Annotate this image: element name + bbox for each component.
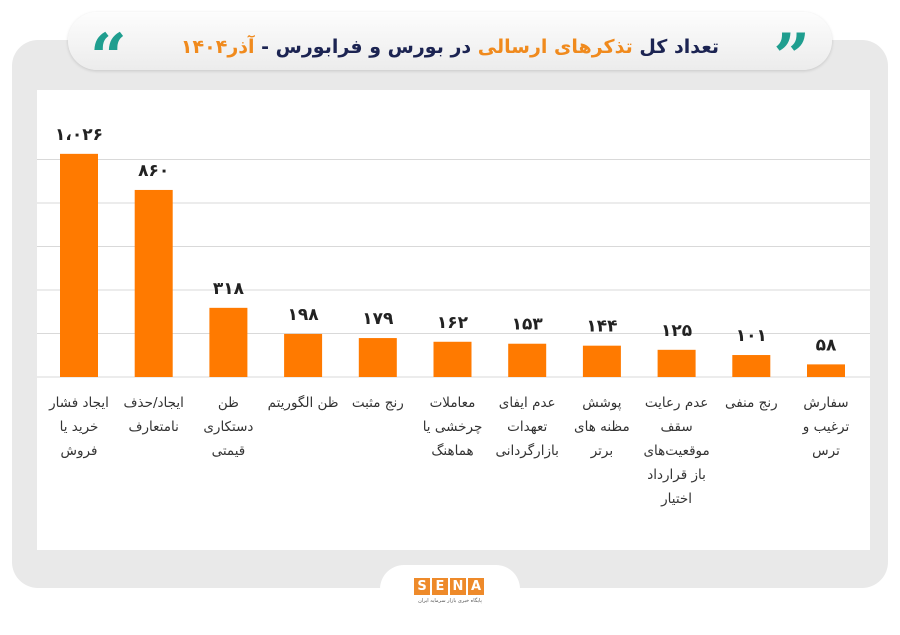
data-label: ۱،۰۲۶ [55,125,103,145]
bar-chart: ۱،۰۲۶ ایجاد فشار خرید یا فروش ۸۶۰ ایجاد/حذف نا… [37,125,870,507]
category-label: رنج منفی [725,395,778,411]
bar [358,338,397,377]
bar [284,333,323,377]
data-label: ۱۶۲ [437,313,469,333]
category-label: ظن الگوریتم [268,394,339,411]
title-text-2: در بورس و فرابورس - [254,36,478,58]
chart-title: تعداد کل تذکرهای ارسالی در بورس و فرابور… [68,36,832,58]
category-label: عدم رعایت سقف موقعیت‌های باز قرارداد اختیار [643,395,709,507]
chart-panel: ۱،۰۲۶ ایجاد فشار خرید یا فروش ۸۶۰ ایجاد/حذف نا… [37,90,870,550]
data-label: ۱۵۳ [512,315,544,335]
data-label: ۱۲۵ [661,321,692,341]
bar [582,345,621,377]
category-label: ایجاد/حذف نامتعارف [124,395,184,435]
title-date: آذر۱۴۰۴ [180,36,255,58]
data-label: ۱۴۴ [586,317,617,337]
title-banner: “ ” تعداد کل تذکرهای ارسالی در بورس و فر… [68,12,832,90]
data-label: ۳۱۸ [213,279,245,299]
bar [657,349,696,377]
bar [433,341,472,377]
bar [60,153,98,377]
category-label: رنج مثبت [352,395,404,411]
title-highlight: تذکرهای ارسالی [477,36,633,58]
bar [209,307,248,377]
open-quote-icon: “ [90,20,127,95]
title-text: تعداد کل [632,36,720,58]
category-label: پوشش مظنه های برتر [574,395,630,459]
bar [732,355,771,377]
category-label: عدم ایفای تعهدات بازارگردانی [496,395,559,459]
data-label: ۱۹۸ [288,305,320,325]
data-label: ۱۰۱ [736,326,767,346]
bar [807,364,845,377]
category-label: معاملات چرخشی یا هماهنگ [423,395,483,459]
data-label: ۵۸ [816,335,837,355]
close-quote-icon: ” [773,20,810,95]
bar [134,189,173,377]
data-label: ۸۶۰ [138,161,169,181]
logo-subtitle: پایگاه خبری بازار سرمایه ایران [418,598,482,604]
category-label: سفارش ترغیب و ترس [802,395,850,459]
data-label: ۱۷۹ [362,309,394,329]
category-label: ظن دستکاری قیمتی [203,395,253,459]
bar [508,343,547,377]
category-label: ایجاد فشار خرید یا فروش [48,395,109,459]
